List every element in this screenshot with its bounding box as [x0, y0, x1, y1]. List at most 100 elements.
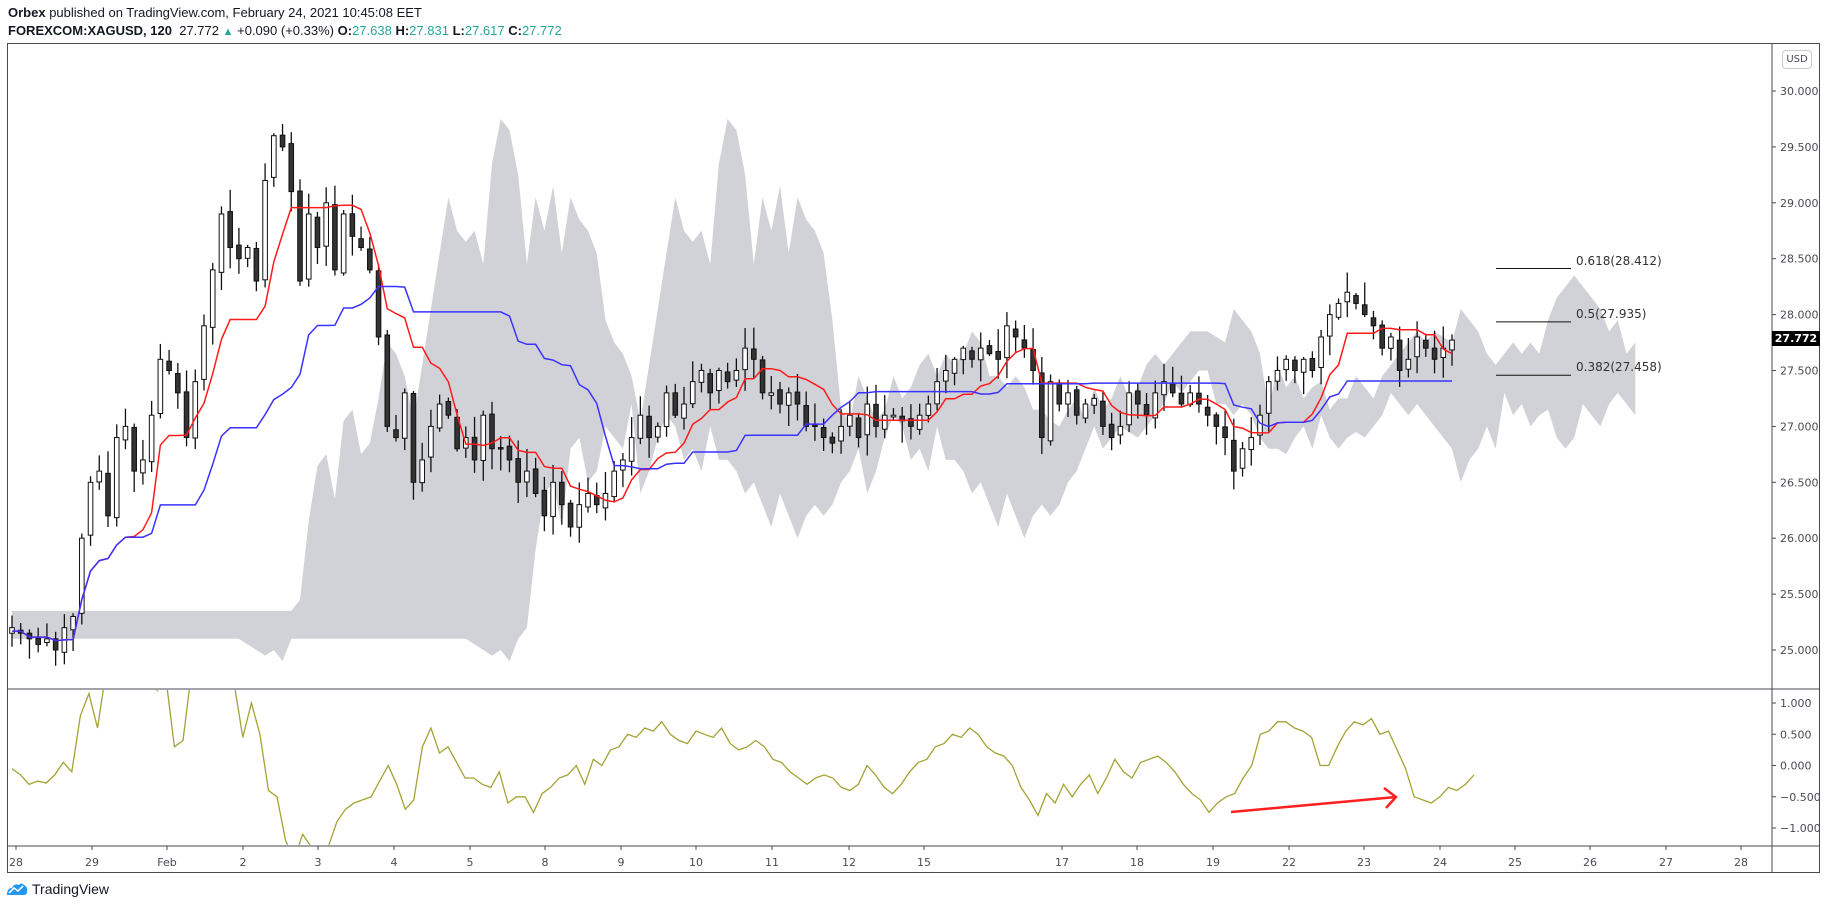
- candle: [332, 204, 338, 271]
- candle: [183, 391, 190, 439]
- candle: [785, 392, 792, 406]
- candle: [1169, 383, 1176, 394]
- candle: [585, 492, 591, 508]
- publisher-name[interactable]: Orbex: [8, 5, 46, 20]
- candle: [131, 426, 137, 472]
- candle: [611, 470, 617, 498]
- candle: [113, 437, 120, 519]
- oscillator-tick: −0.500: [1780, 791, 1821, 804]
- time-tick: 24: [1433, 856, 1447, 869]
- candlestick-series: [9, 124, 1455, 666]
- currency-badge[interactable]: USD: [1782, 50, 1812, 69]
- low-label: L:: [452, 23, 465, 38]
- candle: [1309, 357, 1316, 372]
- candle: [314, 216, 321, 249]
- candle: [532, 468, 539, 494]
- candle: [1292, 359, 1298, 371]
- up-arrow-icon: ▲: [222, 26, 234, 38]
- symbol-label[interactable]: FOREXCOM:XAGUSD, 120: [8, 23, 172, 38]
- candle: [995, 350, 1001, 360]
- candle: [1248, 437, 1255, 451]
- candle: [951, 358, 958, 374]
- candle: [393, 429, 399, 439]
- candle: [1161, 381, 1167, 396]
- price-tick: 26.000: [1780, 532, 1819, 545]
- candle: [410, 392, 417, 483]
- oscillator-tick: 0.000: [1780, 760, 1812, 773]
- candle: [1423, 339, 1429, 349]
- time-tick: 19: [1206, 856, 1220, 869]
- candle: [1405, 358, 1412, 370]
- price-tick: 25.500: [1780, 588, 1819, 601]
- candle: [297, 190, 303, 282]
- tradingview-logo[interactable]: TradingView: [6, 881, 109, 897]
- fibonacci-retracement: [1496, 268, 1571, 376]
- time-tick: 12: [842, 856, 856, 869]
- candle: [1370, 317, 1377, 327]
- time-tick: Feb: [157, 856, 176, 869]
- time-tick: 17: [1055, 856, 1069, 869]
- candle: [1335, 302, 1342, 318]
- price-tick: 25.000: [1780, 644, 1819, 657]
- candle: [751, 348, 757, 360]
- candle: [1231, 439, 1237, 472]
- arrow-head-icon: [1383, 787, 1398, 809]
- candle: [201, 325, 207, 380]
- time-tick: 3: [315, 856, 322, 869]
- candle: [873, 403, 879, 427]
- candle: [1379, 324, 1385, 349]
- candle: [44, 638, 50, 644]
- candle: [820, 427, 827, 439]
- annotation-layer: [1230, 787, 1398, 814]
- candle: [1091, 397, 1097, 406]
- candle: [812, 424, 818, 427]
- kijun-sen-line: [12, 285, 1452, 642]
- candle: [367, 248, 373, 271]
- candle: [253, 247, 260, 282]
- candle: [524, 470, 530, 483]
- candle: [794, 391, 801, 405]
- candle: [1056, 382, 1063, 405]
- candle: [349, 213, 356, 237]
- time-tick: 25: [1508, 856, 1522, 869]
- candle: [559, 481, 565, 506]
- axes-layer: 30.00029.50029.00028.50028.00027.50027.0…: [7, 43, 1821, 873]
- time-tick: 5: [467, 856, 474, 869]
- candle: [1065, 392, 1071, 405]
- oscillator-tick: 1.000: [1780, 697, 1812, 710]
- candle: [1388, 336, 1394, 349]
- candle: [428, 425, 434, 458]
- candle: [358, 238, 364, 249]
- candle: [838, 425, 844, 442]
- candle: [1135, 390, 1141, 405]
- candle: [340, 213, 347, 274]
- time-tick: 23: [1357, 856, 1371, 869]
- candle: [1204, 406, 1211, 416]
- candle: [506, 445, 513, 461]
- time-tick: 8: [542, 856, 549, 869]
- price-tick: 27.500: [1780, 365, 1819, 378]
- candle: [218, 213, 225, 273]
- candle: [724, 371, 731, 383]
- candle: [698, 370, 705, 383]
- time-tick: 28: [9, 856, 23, 869]
- candle: [1449, 339, 1455, 351]
- fib-level-label: 0.5(27.935): [1576, 306, 1647, 321]
- candle: [384, 334, 391, 427]
- candle: [148, 414, 155, 463]
- chart-header: Orbex published on TradingView.com, Febr…: [8, 4, 562, 41]
- candle: [489, 413, 495, 450]
- candle: [716, 370, 722, 392]
- candle: [1431, 347, 1438, 360]
- high-label: H:: [395, 23, 410, 38]
- candle: [166, 360, 172, 372]
- price-tick: 26.500: [1780, 476, 1819, 489]
- candle: [52, 638, 59, 651]
- fib-level-label: 0.618(28.412): [1576, 253, 1662, 268]
- open-value: 27.638: [352, 23, 392, 38]
- candle: [436, 403, 443, 429]
- time-tick: 4: [391, 856, 398, 869]
- candle: [305, 213, 312, 280]
- candle: [122, 425, 129, 441]
